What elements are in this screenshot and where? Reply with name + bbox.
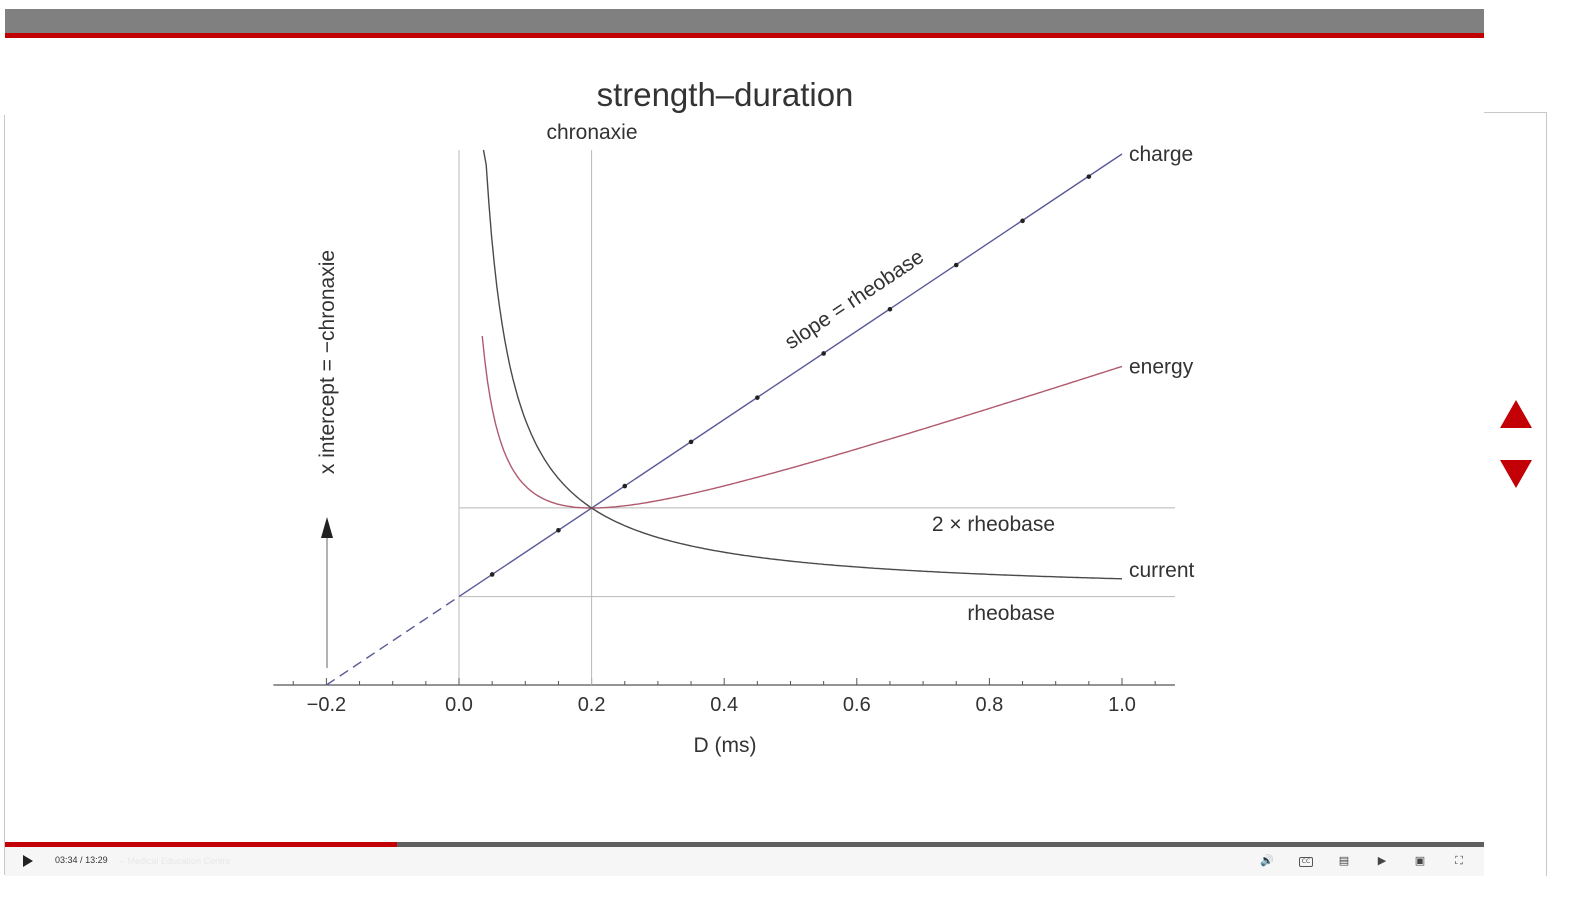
x-tick-label: −0.2	[307, 694, 346, 716]
charge-data-point	[688, 439, 694, 445]
caption-text: – Medical Education Centre	[120, 856, 231, 866]
scroll-up-icon[interactable]	[1500, 400, 1532, 428]
energy-line	[481, 335, 1123, 509]
fullscreen-icon[interactable]: ⛶	[1455, 854, 1463, 867]
charge-data-point	[821, 351, 826, 356]
progress-fill	[5, 842, 397, 847]
side-divider-vertical	[1546, 112, 1547, 876]
series-layer: charge energy current	[326, 143, 1195, 686]
x-tick-label: 0.0	[445, 694, 473, 716]
volume-icon[interactable]: 🔊	[1260, 854, 1274, 867]
play-icon[interactable]	[23, 855, 33, 867]
side-divider	[1484, 112, 1546, 113]
charge-data-point	[622, 483, 628, 489]
charge-line-dashed	[326, 596, 460, 686]
series-label-charge: charge	[1129, 143, 1193, 166]
charge-data-point	[1086, 174, 1092, 179]
chart-title: strength–duration	[597, 76, 854, 113]
time-total: 13:29	[85, 855, 108, 865]
transcript-icon[interactable]: ▤	[1338, 854, 1350, 867]
charge-data-point	[887, 306, 893, 312]
x-tick-label: 1.0	[1108, 694, 1136, 716]
closed-captions-icon[interactable]: CC	[1299, 857, 1313, 867]
x-axis-label: D (ms)	[694, 734, 757, 757]
x-tick-label: 0.8	[975, 694, 1003, 716]
marker-layer	[489, 174, 1092, 577]
playback-speed-icon[interactable]: ▶	[1377, 854, 1387, 867]
charge-data-point	[489, 572, 495, 577]
player-controls: 03:34 / 13:29 – Medical Education Centre…	[5, 847, 1484, 876]
header-bar	[5, 9, 1484, 38]
chronaxie-label: chronaxie	[546, 121, 637, 144]
two-rheobase-label: 2 × rheobase	[932, 513, 1055, 536]
charge-line	[458, 153, 1123, 598]
scroll-down-icon[interactable]	[1500, 460, 1532, 488]
series-label-current: current	[1129, 559, 1195, 582]
picture-in-picture-icon[interactable]: ▣	[1414, 854, 1426, 867]
frame-border	[4, 115, 5, 875]
rheobase-label: rheobase	[967, 602, 1055, 625]
charge-data-point	[1020, 218, 1025, 224]
x-tick-label: 0.2	[578, 694, 606, 716]
y-annotation: x intercept = −chronaxie	[316, 250, 339, 474]
slope-label: slope = rheobase	[781, 245, 928, 354]
time-separator: /	[80, 855, 83, 865]
x-tick-label: 0.4	[710, 694, 738, 716]
y-annotation-arrowhead	[321, 517, 333, 538]
progress-bar[interactable]	[5, 842, 1484, 847]
x-tick-label: 0.6	[843, 694, 871, 716]
current-line	[482, 149, 1123, 580]
time-display: 03:34 / 13:29	[55, 855, 108, 865]
axes-layer: −0.2 0.0 0.2 0.4 0.6 0.8 1.0	[273, 150, 1175, 716]
reference-lines	[459, 150, 1175, 685]
charge-data-point	[556, 527, 561, 533]
series-label-energy: energy	[1129, 355, 1194, 378]
time-current: 03:34	[55, 855, 78, 865]
charge-data-point	[755, 395, 760, 400]
charge-data-point	[953, 262, 959, 268]
